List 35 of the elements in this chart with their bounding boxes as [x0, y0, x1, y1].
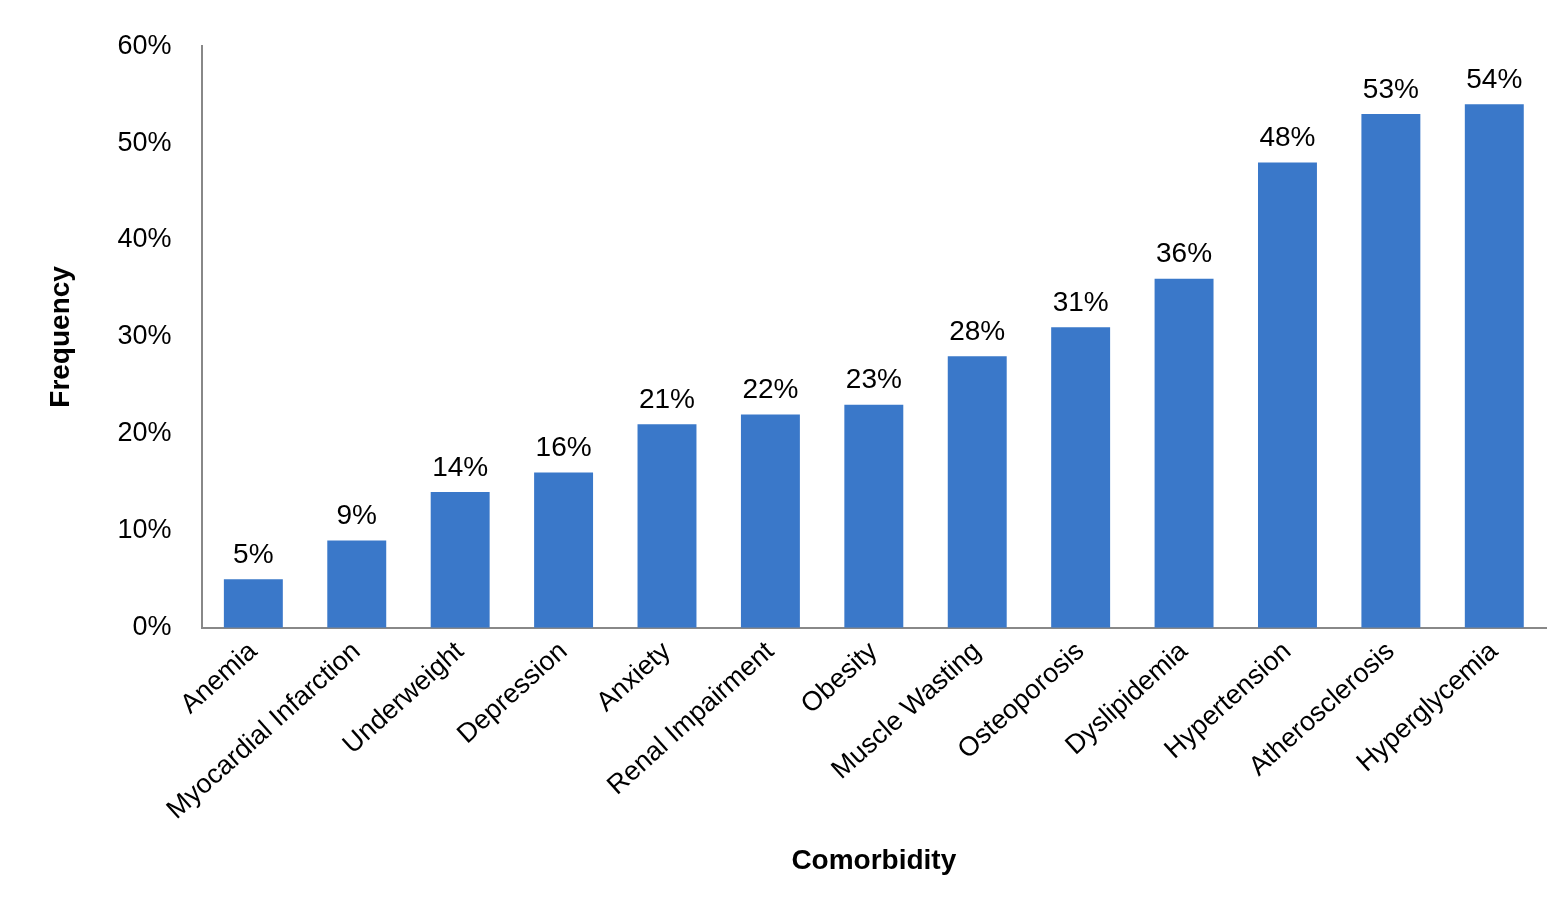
bar	[430, 491, 490, 628]
bar	[1154, 278, 1214, 628]
bar	[637, 424, 697, 628]
data-label: 23%	[845, 363, 902, 395]
bar	[534, 472, 594, 628]
bar	[740, 414, 800, 628]
bar	[947, 356, 1007, 628]
data-label: 28%	[949, 315, 1006, 347]
data-label: 16%	[535, 431, 592, 463]
y-tick-label: 10%	[117, 514, 172, 545]
data-label: 31%	[1052, 285, 1109, 317]
y-tick-label: 50%	[117, 126, 172, 157]
y-tick-label: 20%	[117, 417, 172, 448]
data-label: 5%	[233, 537, 274, 569]
data-label: 54%	[1466, 63, 1523, 95]
data-label: 14%	[432, 450, 489, 482]
x-axis-title: Comorbidity	[791, 843, 957, 875]
data-label: 53%	[1362, 72, 1419, 104]
bar	[327, 540, 387, 628]
data-label: 36%	[1156, 237, 1213, 269]
bar	[1051, 327, 1111, 628]
bar	[223, 579, 283, 628]
data-label: 48%	[1259, 121, 1316, 153]
y-tick-label: 0%	[132, 611, 172, 642]
data-label: 21%	[638, 382, 696, 414]
y-tick-label: 30%	[117, 320, 172, 351]
data-label: 9%	[336, 499, 377, 531]
y-tick-label: 40%	[117, 223, 172, 254]
bar	[1361, 114, 1421, 628]
bar	[1258, 162, 1317, 628]
bar	[844, 404, 904, 628]
y-tick-label: 60%	[117, 29, 172, 60]
data-label: 22%	[742, 373, 799, 405]
bar	[1464, 104, 1524, 628]
y-axis-title: Frequency	[43, 265, 75, 408]
